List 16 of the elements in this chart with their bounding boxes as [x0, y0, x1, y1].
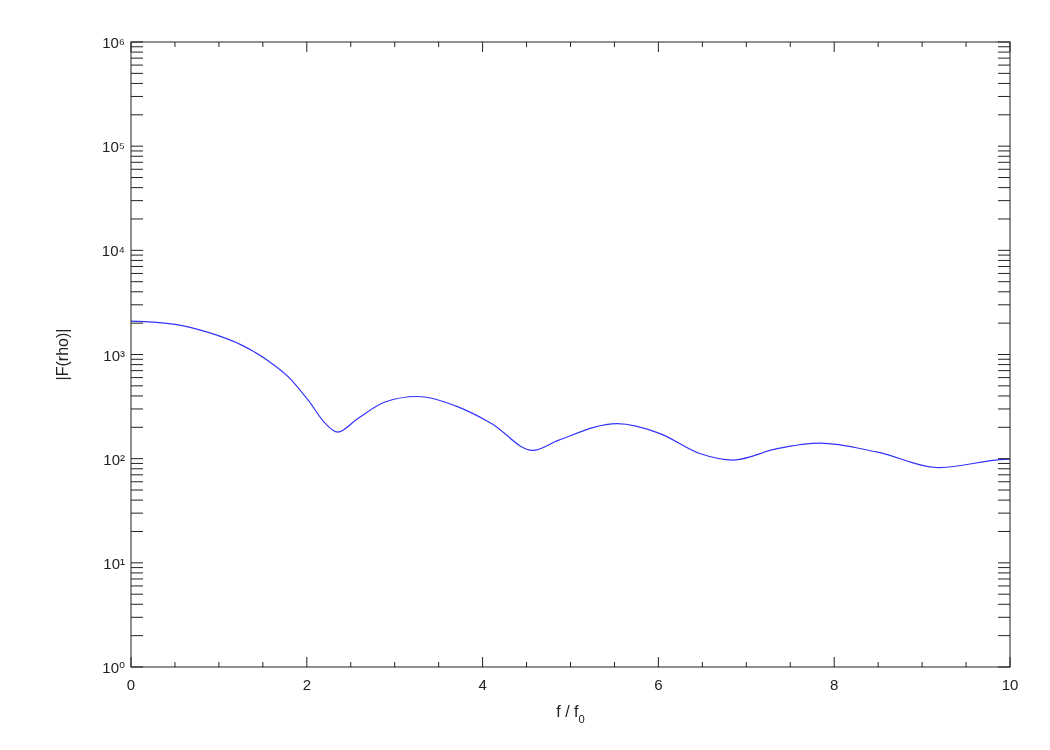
line-series — [130, 320, 1011, 469]
y-tick-label: 10¹ — [103, 554, 125, 572]
x-axis-title: f / f$_{0}$ — [556, 703, 585, 725]
y-tick-label: 10⁶ — [102, 33, 125, 51]
x-tick-label: 4 — [478, 676, 487, 693]
y-tick-label: 10⁵ — [102, 137, 125, 155]
y-tick-label: 10³ — [103, 346, 125, 363]
y-tick-label: 10⁴ — [101, 241, 125, 259]
x-tick-label: 2 — [302, 676, 311, 693]
x-tick-label: 8 — [830, 676, 839, 693]
y-tick-label: 10⁰ — [102, 658, 125, 676]
y-axis-title: |F(rho)| — [54, 328, 71, 381]
x-tick-label: 0 — [126, 676, 136, 693]
y-tick-label: 10² — [103, 450, 125, 468]
x-tick-label: 6 — [654, 676, 663, 693]
x-tick-label: 10 — [1001, 676, 1019, 693]
